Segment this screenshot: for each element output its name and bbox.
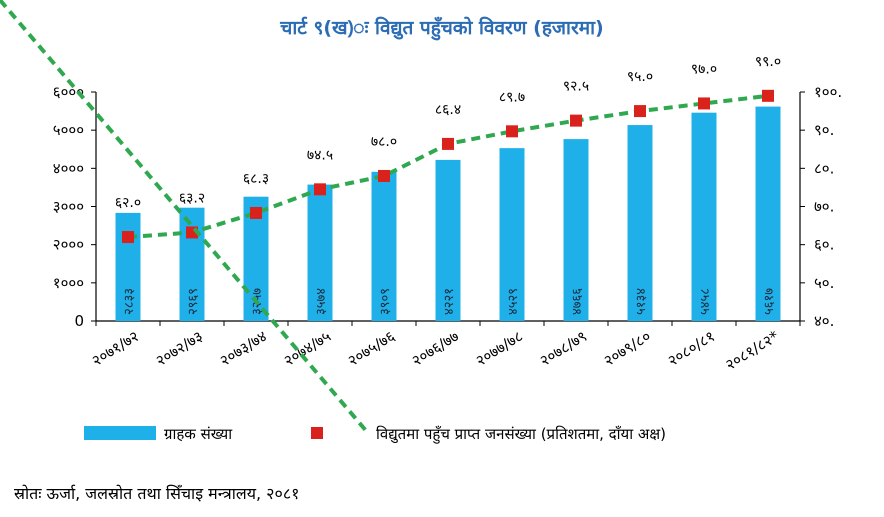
legend-line-label: विद्युतमा पहुँच प्राप्त जनसंख्या (प्रतिश… bbox=[376, 425, 666, 444]
line-value-label: ७४.५ bbox=[307, 147, 333, 163]
bar bbox=[563, 139, 589, 321]
line-value-label: ८९.७ bbox=[499, 89, 525, 105]
line-point-marker bbox=[378, 169, 390, 182]
bar bbox=[755, 106, 781, 322]
line-value-label: ६२.० bbox=[115, 195, 141, 211]
bar-value-label: ४७६६ bbox=[570, 288, 585, 315]
bar bbox=[115, 212, 141, 321]
right-axis-tick-label: ६०. bbox=[814, 236, 834, 254]
line-point-marker bbox=[762, 89, 774, 102]
line-layer bbox=[122, 89, 774, 244]
legend-line-marker bbox=[311, 427, 323, 439]
right-axis-tick-label: ४०. bbox=[814, 312, 834, 330]
line-value-label: ९९.० bbox=[755, 54, 781, 70]
x-axis-category-label: २०७३/७४ bbox=[217, 327, 271, 370]
line-point-marker bbox=[250, 206, 262, 219]
left-axis-tick-label: ३००० bbox=[53, 198, 84, 216]
line-value-label: ९२.५ bbox=[563, 79, 589, 95]
right-axis-tick-label: ७०. bbox=[814, 198, 834, 216]
bar-value-label: ५४५८ bbox=[698, 288, 713, 315]
line-point-marker bbox=[698, 97, 710, 110]
bar bbox=[691, 112, 717, 321]
line-point-marker bbox=[634, 105, 646, 118]
bar bbox=[627, 125, 653, 321]
bar-value-label: ५६१७ bbox=[762, 288, 777, 315]
line-value-label: ६८.३ bbox=[243, 171, 269, 187]
x-axis-category-label: २०८०/८१ bbox=[665, 327, 719, 370]
bar bbox=[435, 159, 461, 321]
bar-value-label: २८३३ bbox=[122, 288, 137, 315]
legend-bar-swatch bbox=[84, 426, 156, 440]
legend: ग्राहक संख्या विद्युतमा पहुँच प्राप्त जन… bbox=[0, 0, 666, 444]
x-axis-category-label: २०७१/७२ bbox=[89, 327, 143, 370]
bar-value-label: ३९०९ bbox=[378, 288, 393, 315]
x-axis-category-label: २०७७/७८ bbox=[473, 327, 527, 370]
line-value-label: ६३.२ bbox=[179, 190, 205, 206]
x-axis-category-label: २०७८/७९ bbox=[537, 327, 591, 370]
x-axis-category-label: २०८१/८२* bbox=[722, 327, 782, 374]
left-axis-tick-label: 0 bbox=[74, 312, 84, 330]
line-point-marker bbox=[506, 125, 518, 138]
line-point-marker bbox=[314, 183, 326, 196]
right-axis-tick-label: ९०. bbox=[814, 121, 834, 139]
bar-value-label: ३५७४ bbox=[314, 288, 329, 315]
right-axis-tick-label: ५०. bbox=[814, 274, 834, 292]
line-point-marker bbox=[570, 114, 582, 127]
right-axis-tick-label: ८०. bbox=[814, 159, 834, 177]
labels-layer: २८३३२९६९३२५७३५७४३९०९४२२१४५२९४७६६५१३४५४५८… bbox=[115, 54, 781, 315]
bar bbox=[307, 184, 333, 321]
x-axis-category-label: २०७५/७६ bbox=[345, 327, 399, 370]
bar-value-label: ४२२१ bbox=[442, 288, 457, 315]
bar-value-label: ४५२९ bbox=[506, 288, 521, 315]
line-value-label: ९७.० bbox=[691, 61, 717, 77]
legend-bar-label: ग्राहक संख्या bbox=[164, 425, 233, 443]
chart-title: चार्ट ९(ख)ः विद्युत पहुँचको विवरण (हजारम… bbox=[280, 17, 604, 39]
legend-line-swatch bbox=[0, 0, 370, 435]
bar bbox=[371, 171, 397, 321]
line-value-label: ९५.० bbox=[627, 69, 653, 85]
left-axis-tick-label: १००० bbox=[53, 274, 84, 292]
bar-value-label: २९६९ bbox=[186, 288, 201, 315]
line-value-label: ७८.० bbox=[371, 134, 397, 150]
bar bbox=[499, 148, 525, 321]
source-note: स्रोतः ऊर्जा, जलस्रोत तथा सिँचाइ मन्त्रा… bbox=[14, 484, 300, 503]
left-axis-tick-label: ४००० bbox=[53, 159, 84, 177]
left-axis-tick-label: ५००० bbox=[53, 121, 84, 139]
right-axis-tick-label: १००. bbox=[814, 83, 842, 101]
line-point-marker bbox=[122, 231, 134, 244]
x-axis-category-label: २०७२/७३ bbox=[153, 327, 207, 370]
left-axis-tick-label: ६००० bbox=[53, 83, 84, 101]
x-axis-category-label: २०७६/७७ bbox=[409, 327, 463, 370]
line-point-marker bbox=[442, 137, 454, 150]
x-axis-category-label: २०७४/७५ bbox=[281, 327, 335, 370]
line-value-label: ८६.४ bbox=[435, 102, 461, 118]
x-axis-category-label: २०७९/८० bbox=[601, 327, 655, 370]
left-axis-tick-label: २००० bbox=[53, 236, 84, 254]
bar-value-label: ५१३४ bbox=[634, 288, 649, 315]
